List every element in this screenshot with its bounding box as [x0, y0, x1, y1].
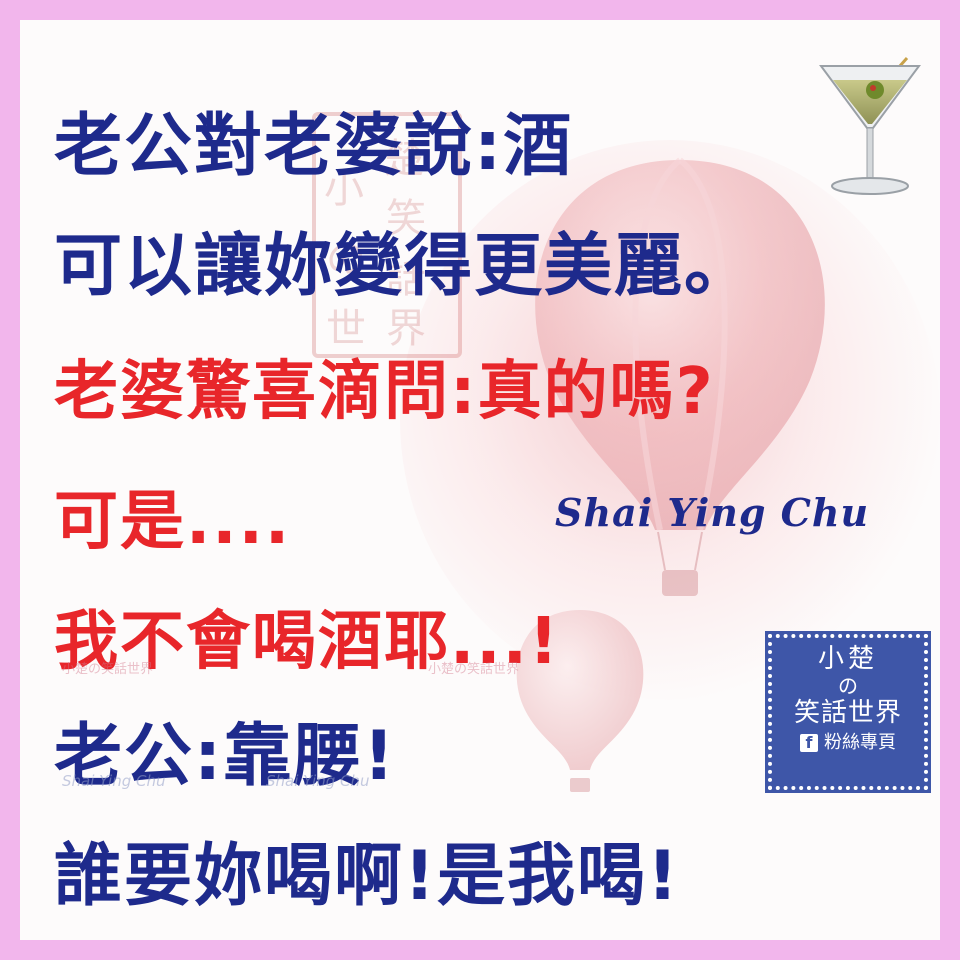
small-balloon-icon — [516, 610, 644, 792]
text-line-7: 誰要妳喝啊!是我喝! — [54, 837, 681, 916]
seal-char: 世 — [326, 306, 366, 352]
seal-char: 楚 — [384, 136, 424, 182]
martini-glass-icon — [819, 57, 921, 195]
text-line-1: 老公對老婆說:酒 — [54, 107, 574, 186]
seal-char: 笑 — [386, 196, 426, 242]
watermark-cn: 小楚の笑話世界 — [62, 662, 154, 677]
seal-char: 小 — [324, 166, 364, 212]
text-line-5: 我不會喝酒耶...! — [54, 605, 561, 679]
watermark-cn: 小楚の笑話世界 — [428, 662, 520, 677]
watermark-en: Shai Ying Chu — [266, 772, 370, 790]
badge-subtitle: 笑話世界 — [793, 698, 902, 728]
signature: Shai Ying Chu — [555, 490, 870, 535]
seal-char: 話 — [386, 256, 426, 302]
seal-char: の — [326, 236, 366, 282]
text-line-6: 老公:靠腰! — [54, 717, 397, 796]
watermark-en: Shai Ying Chu — [62, 772, 166, 790]
fan-page-badge: 小楚 の 笑話世界 f 粉絲專頁 — [765, 631, 931, 793]
text-line-3: 老婆驚喜滴問:真的嗎? — [54, 355, 715, 429]
hot-air-balloon-icon — [535, 157, 825, 596]
joke-card: 小 楚 の 笑 話 世 界 老公對老婆說:酒 可以讓妳變得更美麗。 老婆驚喜滴問… — [20, 20, 940, 940]
badge-particle: の — [838, 674, 858, 698]
seal-char: 界 — [386, 306, 426, 352]
seal-stamp: 小 楚 の 笑 話 世 界 — [312, 112, 462, 358]
badge-title: 小楚 — [817, 644, 878, 674]
text-line-4: 可是.... — [54, 485, 292, 559]
badge-fan-page-label: 粉絲專頁 — [824, 732, 896, 753]
badge-fan-page: f 粉絲專頁 — [772, 734, 924, 752]
facebook-icon: f — [800, 734, 818, 752]
text-line-2: 可以讓妳變得更美麗。 — [54, 227, 755, 306]
